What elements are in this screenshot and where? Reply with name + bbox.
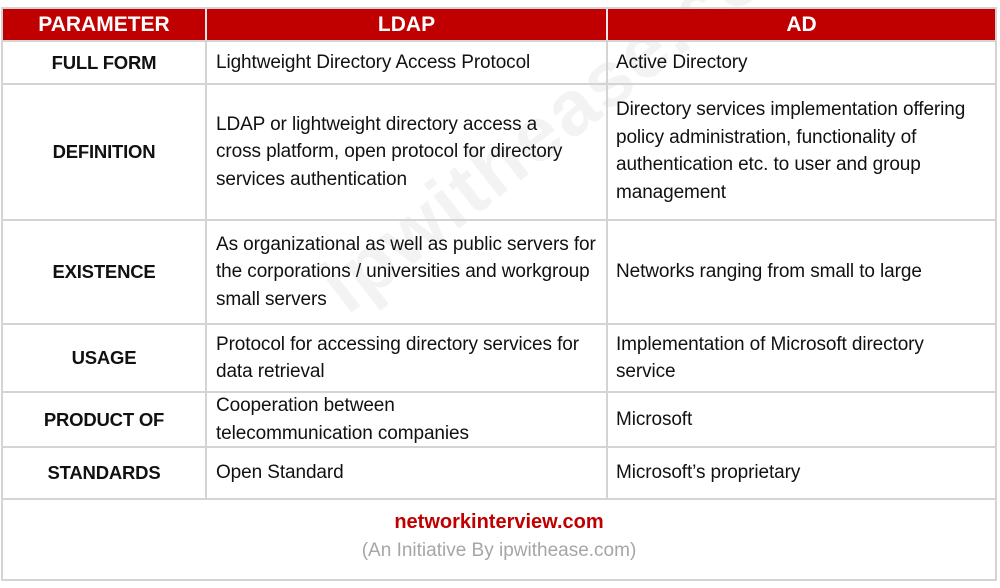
ldap-value: Protocol for accessing directory service… (207, 325, 608, 391)
ad-value: Implementation of Microsoft directory se… (616, 333, 924, 383)
ldap-value: LDAP or lightweight directory access a c… (207, 85, 608, 219)
ldap-value: Open Standard (207, 448, 608, 498)
param-label: DEFINITION (3, 85, 207, 219)
tagline: (An Initiative By ipwithease.com) (361, 540, 637, 561)
ad-value: Microsoft (616, 408, 693, 430)
table-row-standards: STANDARDS Open Standard Microsoft’s prop… (3, 448, 995, 500)
table-row-existence: EXISTENCE As organizational as well as p… (3, 221, 995, 325)
ad-value: Networks ranging from small to large (616, 261, 922, 283)
table-header-row: PARAMETER LDAP AD (3, 9, 995, 42)
table-row-full-form: FULL FORM Lightweight Directory Access P… (3, 42, 995, 85)
ad-value: Directory services implementation offeri… (616, 99, 966, 203)
table-row-definition: DEFINITION LDAP or lightweight directory… (3, 85, 995, 221)
ldap-value: Cooperation between telecommunication co… (207, 393, 608, 446)
param-label: FULL FORM (3, 42, 207, 83)
param-label: PRODUCT OF (3, 393, 207, 446)
ldap-value: As organizational as well as public serv… (207, 221, 608, 323)
header-parameter: PARAMETER (3, 9, 207, 40)
brand-link[interactable]: networkinterview.com (394, 511, 604, 533)
ldap-value: Lightweight Directory Access Protocol (207, 42, 608, 83)
param-label: USAGE (3, 325, 207, 391)
table-row-product-of: PRODUCT OF Cooperation between telecommu… (3, 393, 995, 448)
header-ad: AD (786, 12, 817, 36)
param-label: EXISTENCE (3, 221, 207, 323)
ad-value: Microsoft’s proprietary (616, 462, 801, 484)
header-ldap: LDAP (207, 9, 608, 40)
footer: networkinterview.com (An Initiative By i… (3, 498, 995, 579)
table-row-usage: USAGE Protocol for accessing directory s… (3, 325, 995, 393)
ad-value: Active Directory (616, 51, 748, 73)
param-label: STANDARDS (3, 448, 207, 498)
